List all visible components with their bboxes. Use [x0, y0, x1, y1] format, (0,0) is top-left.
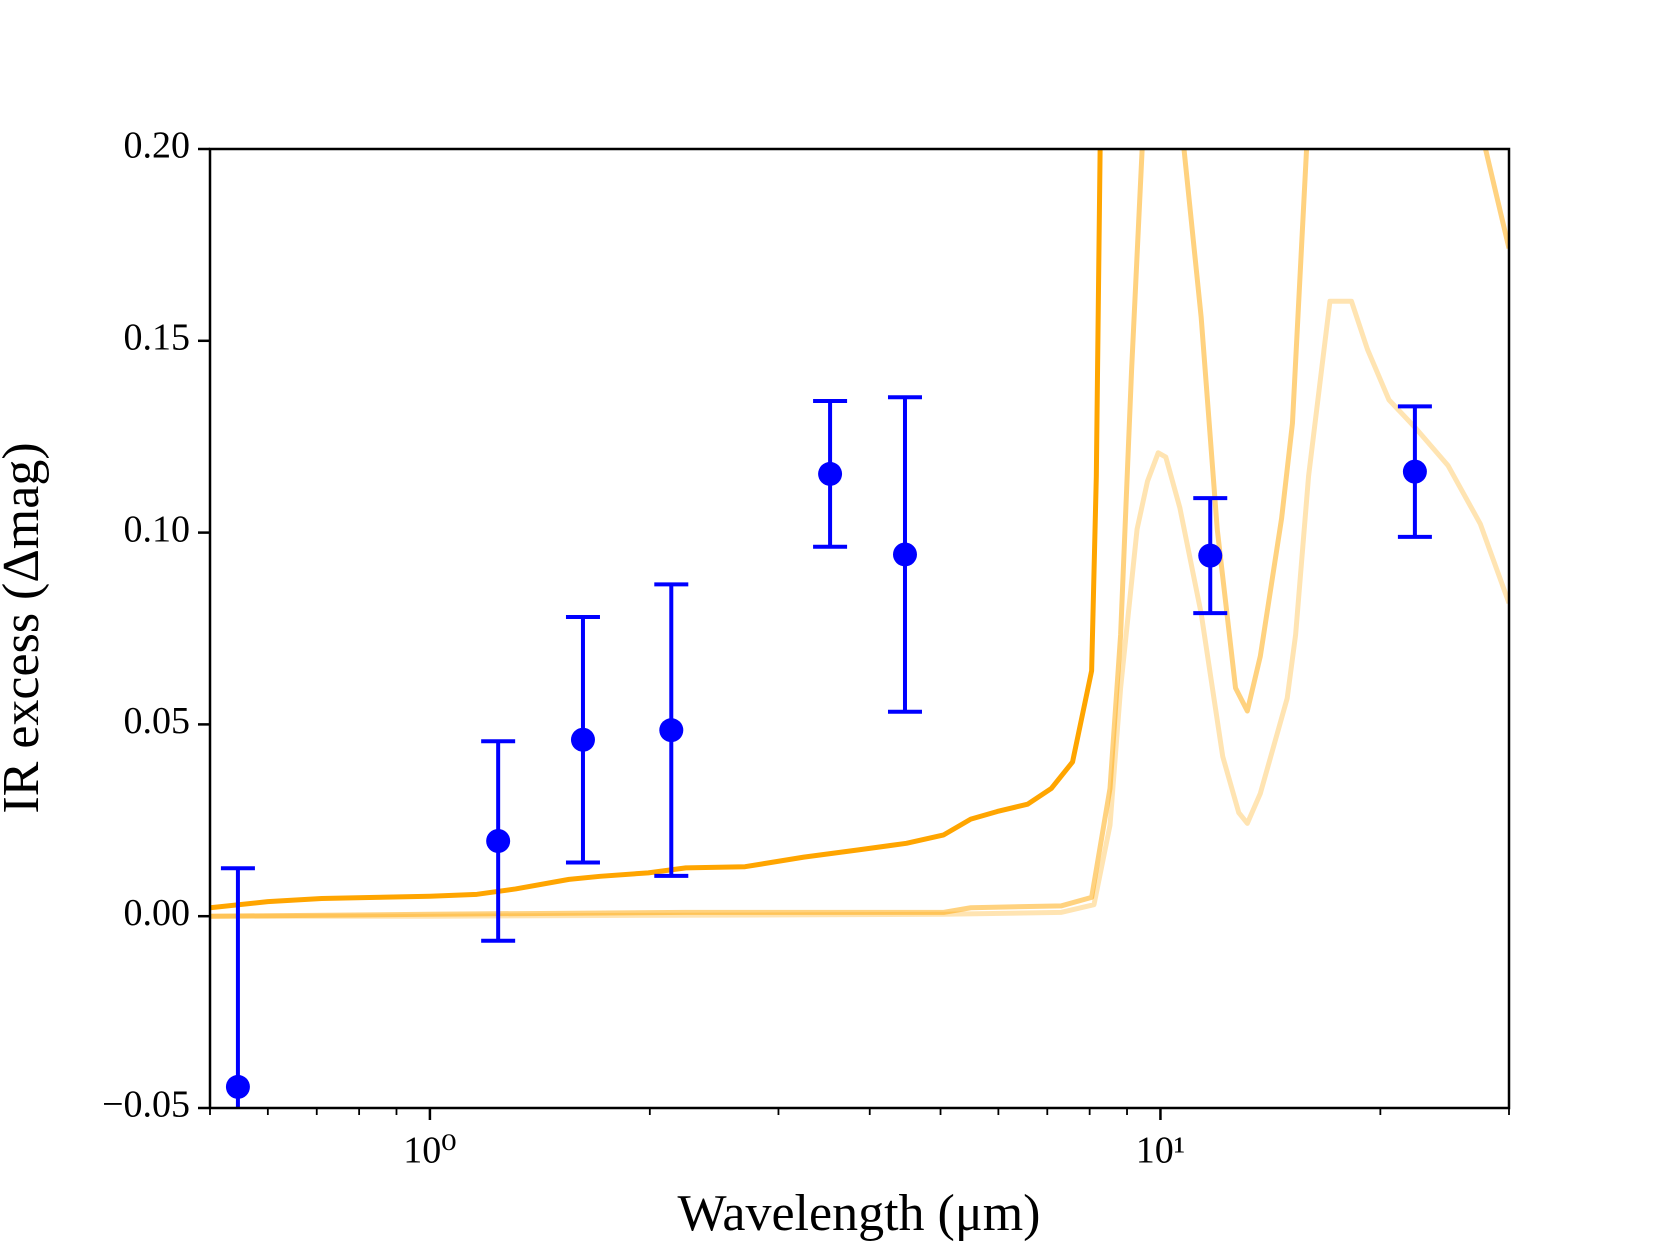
y-tick-label: 0.05 — [124, 700, 191, 742]
error-point — [220, 866, 255, 1108]
error-point — [813, 399, 848, 549]
y-axis-label: IR excess (Δmag) — [0, 442, 50, 813]
y-tick-label: 0.00 — [124, 892, 191, 934]
x-axis-label: Wavelength (μm) — [677, 1185, 1040, 1242]
plot-area — [210, 149, 1509, 1108]
model-line — [210, 149, 1103, 911]
data-point — [1402, 459, 1427, 484]
error-point — [654, 582, 689, 878]
y-tick-label: 0.10 — [124, 508, 191, 550]
y-tick-label: 0.20 — [124, 125, 191, 167]
plot-frame — [208, 147, 1511, 1110]
model-line — [210, 298, 1509, 919]
data-point — [659, 718, 684, 743]
x-tick-label: 10⁰ — [403, 1130, 456, 1172]
error-point — [481, 739, 516, 943]
data-point — [892, 542, 917, 567]
y-tick-label: −0.05 — [102, 1084, 190, 1126]
data-point — [818, 461, 843, 486]
data-point — [570, 727, 595, 752]
data-point — [486, 829, 511, 854]
data-point — [1198, 543, 1223, 568]
y-tick-label: 0.15 — [124, 317, 191, 359]
error-point — [887, 395, 922, 714]
axes: −0.05 0.00 0.05 0.10 0.15 0.20 10⁰ 10¹ — [102, 125, 1511, 1172]
error-point — [1397, 404, 1432, 539]
x-tick-label: 10¹ — [1136, 1130, 1185, 1172]
error-point — [565, 614, 600, 865]
data-point — [225, 1074, 250, 1099]
model-line — [210, 149, 1509, 919]
error-point — [1193, 496, 1228, 616]
